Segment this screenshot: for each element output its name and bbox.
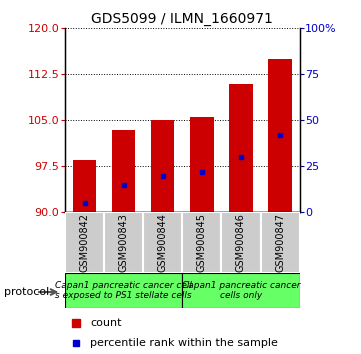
Bar (143, 212, 182, 273)
Bar (65, 273, 182, 308)
Text: percentile rank within the sample: percentile rank within the sample (90, 338, 278, 348)
Bar (182, 212, 221, 273)
Bar (182, 273, 300, 308)
Text: GSM900847: GSM900847 (275, 213, 285, 272)
Bar (73, 160, 96, 212)
Text: GSM900845: GSM900845 (197, 213, 207, 272)
Title: GDS5099 / ILMN_1660971: GDS5099 / ILMN_1660971 (91, 12, 273, 26)
Text: GSM900843: GSM900843 (119, 213, 129, 272)
Bar (261, 212, 300, 273)
Text: GSM900844: GSM900844 (158, 213, 168, 272)
Text: protocol: protocol (4, 287, 49, 297)
Bar (112, 130, 135, 212)
Text: Capan1 pancreatic cancer cell
s exposed to PS1 stellate cells: Capan1 pancreatic cancer cell s exposed … (55, 281, 192, 300)
Bar (229, 84, 253, 212)
Bar (65, 212, 104, 273)
Bar (104, 212, 143, 273)
Bar (268, 59, 292, 212)
Bar (221, 212, 261, 273)
Bar (151, 120, 174, 212)
Text: GSM900846: GSM900846 (236, 213, 246, 272)
Text: count: count (90, 318, 122, 328)
Bar (190, 117, 214, 212)
Text: GSM900842: GSM900842 (79, 213, 90, 272)
Text: Capan1 pancreatic cancer
cells only: Capan1 pancreatic cancer cells only (182, 281, 300, 300)
